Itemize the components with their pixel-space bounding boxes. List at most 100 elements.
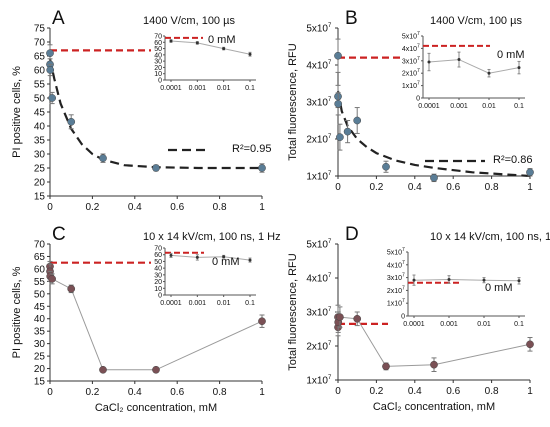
inset-y-tick-label: 2x10 (387, 288, 402, 295)
y-tick-label: 1x10 (306, 376, 328, 387)
reference-label-0mm: 0 mM (212, 256, 240, 268)
panel-letter: A (52, 8, 65, 29)
data-point (99, 154, 107, 163)
inset-data-point (222, 47, 226, 51)
inset-x-tick-label: 0.001 (440, 321, 458, 328)
inset-y-tick-label: 40 (154, 52, 162, 59)
data-point (430, 360, 438, 369)
y-tick-exponent: 7 (328, 341, 332, 347)
x-tick-label: 0.8 (213, 202, 227, 213)
y-tick-label: 45 (34, 108, 46, 119)
data-point (336, 313, 344, 321)
data-point (334, 100, 343, 108)
data-point (336, 133, 344, 141)
data-point (152, 365, 160, 374)
y-axis-label: Total fluorescence, RFU (287, 253, 299, 370)
x-tick-label: 0.8 (485, 182, 499, 193)
y-axis-label: Total fluorescence, RFU (287, 43, 299, 160)
inset-y-tick-label: 10 (154, 71, 162, 78)
x-tick-label: 1 (527, 386, 533, 397)
inset-data-point (222, 255, 226, 259)
inset-x-tick-label: 0.001 (189, 85, 207, 92)
y-tick-label: 15 (34, 192, 46, 203)
data-point (382, 362, 390, 371)
y-tick-exponent: 7 (328, 375, 332, 381)
x-tick-label: 0.2 (369, 386, 383, 397)
inset-data-point (457, 58, 461, 62)
y-tick-exponent: 7 (328, 273, 332, 279)
y-tick-label: 35 (34, 136, 46, 147)
inset-y-tick-exponent: 7 (402, 260, 405, 266)
inset-data-point (427, 60, 431, 64)
y-tick-label: 60 (34, 66, 46, 77)
inset-y-tick-exponent: 7 (417, 56, 420, 62)
x-axis-label: CaCl₂ concentration, mM (373, 401, 495, 413)
inset-x-tick-label: 0.01 (217, 300, 231, 307)
inset-y-tick-label: 30 (154, 59, 162, 66)
y-tick-label: 4x10 (306, 274, 328, 285)
inset-y-tick-exponent: 7 (402, 298, 405, 304)
inset-y-tick-label: 4x10 (402, 46, 417, 53)
x-tick-label: 0 (47, 202, 53, 213)
inset-x-tick-label: 0.1 (245, 300, 255, 307)
y-tick-label: 1x10 (306, 172, 328, 183)
inset-x-tick-label: 0.1 (514, 321, 524, 328)
x-tick-label: 0 (47, 387, 53, 398)
x-tick-label: 0.6 (446, 182, 460, 193)
inset-y-tick-exponent: 7 (402, 285, 405, 291)
data-point (99, 365, 107, 374)
panel-letter: D (345, 224, 359, 245)
data-point (343, 127, 352, 136)
inset-data-point (447, 278, 451, 282)
data-point (48, 94, 56, 102)
inset-background (151, 244, 260, 307)
y-tick-label: 40 (34, 314, 46, 325)
data-point (258, 317, 266, 326)
y-tick-exponent: 7 (328, 171, 332, 177)
y-tick-label: 3x10 (306, 308, 328, 319)
data-point (382, 162, 390, 171)
inset-y-tick-label: 50 (154, 259, 162, 266)
x-tick-label: 0 (335, 386, 341, 397)
inset-y-tick-exponent: 7 (417, 31, 420, 37)
inset-data-point (248, 52, 252, 56)
inset-y-tick-label: 0 (158, 293, 162, 300)
inset-background (151, 32, 260, 92)
inset-x-tick-label: 0.0001 (418, 103, 440, 110)
fit-r2-label: R²=0.86 (493, 154, 532, 166)
data-point (48, 275, 56, 283)
reference-label-0mm: 0 mM (208, 34, 236, 46)
x-tick-label: 0.8 (213, 387, 227, 398)
y-tick-label: 70 (34, 38, 46, 49)
panel-d: D10 x 14 kV/cm, 100 ns, 1 Hz1x1072x1073x… (287, 224, 550, 413)
x-tick-label: 1 (259, 387, 265, 398)
fit-curve (336, 90, 531, 178)
y-tick-exponent: 7 (328, 134, 332, 140)
panel-a: A 1400 V/cm, 100 µs 15 20 25 30 35 40 45 50 55 60 65… (11, 8, 271, 213)
data-point (353, 116, 362, 125)
inset-data-point (482, 278, 486, 282)
inset-x-tick-label: 0.01 (482, 103, 496, 110)
y-tick-label: 70 (34, 240, 46, 251)
y-tick-label: 40 (34, 122, 46, 133)
inset-data-point (517, 279, 521, 283)
inset-y-tick-label: 0 (401, 314, 405, 321)
y-tick-label: 60 (34, 264, 46, 275)
y-tick-exponent: 7 (328, 60, 332, 66)
data-point (67, 284, 76, 293)
y-tick-label: 2x10 (306, 135, 328, 146)
panel-c: C 10 x 14 kV/cm, 100 ns, 1 Hz152025303540… (11, 224, 281, 414)
x-tick-label: 0.6 (170, 387, 184, 398)
inset-background (388, 248, 529, 328)
y-tick-label: 75 (34, 24, 46, 35)
y-tick-label: 30 (34, 339, 46, 350)
data-point (46, 49, 54, 58)
panel-title: 1400 V/cm, 100 µs (430, 15, 522, 27)
y-tick-label: 25 (34, 352, 46, 363)
x-tick-label: 0 (335, 182, 341, 193)
y-tick-label: 65 (34, 252, 46, 263)
y-tick-label: 4x10 (306, 61, 328, 72)
